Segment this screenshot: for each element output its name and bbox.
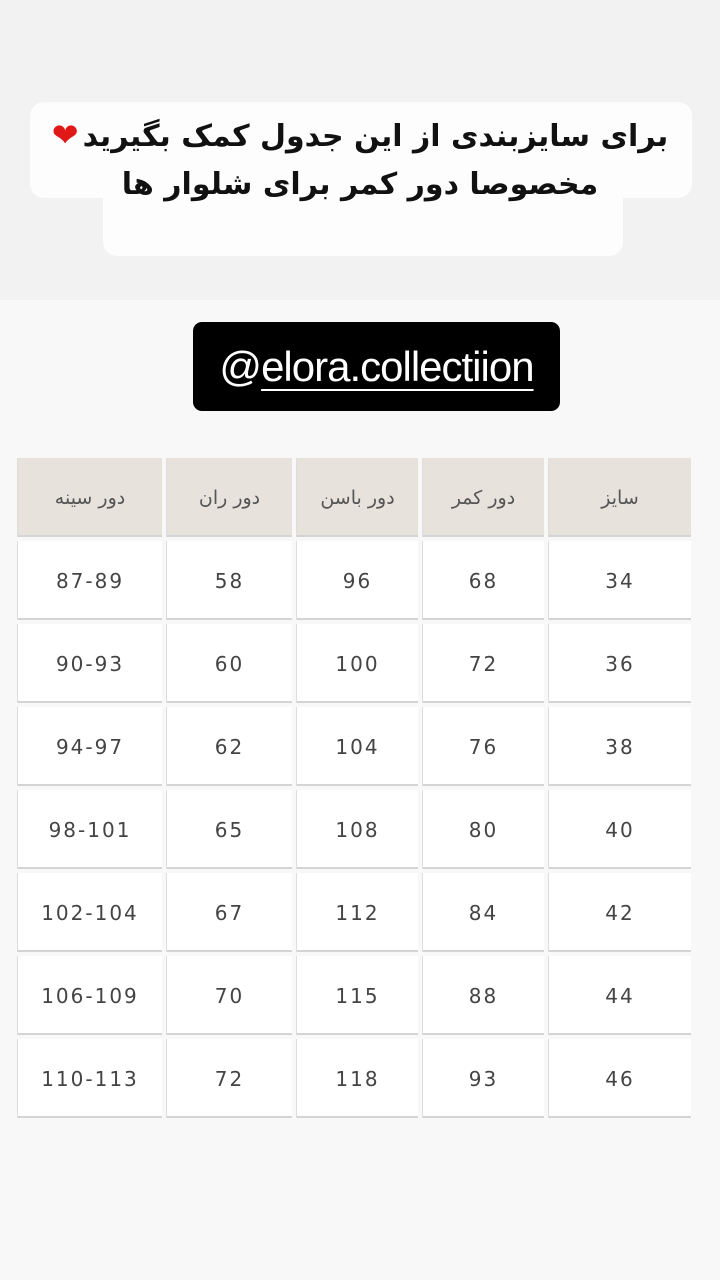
table-cell: 72 — [166, 1039, 292, 1118]
table-cell: 88 — [422, 956, 544, 1035]
table-cell: 106-109 — [17, 956, 162, 1035]
table-header-cell: دور کمر — [422, 458, 544, 537]
table-cell: 110-113 — [17, 1039, 162, 1118]
table-cell: 67 — [166, 873, 292, 952]
table-cell: 65 — [166, 790, 292, 869]
table-cell: 70 — [166, 956, 292, 1035]
table-cell: 58 — [166, 541, 292, 620]
caption-line-2: مخصوصا دور کمر برای شلوار ها — [121, 167, 599, 202]
caption: برای سایزبندی از این جدول کمک بگیرید❤ مخ… — [20, 116, 700, 203]
mention-handle[interactable]: elora.collectiion — [261, 342, 534, 390]
table-cell: 115 — [296, 956, 418, 1035]
table-header-cell: دور سینه — [17, 458, 162, 537]
table-cell: 44 — [548, 956, 691, 1035]
table-cell: 94-97 — [17, 707, 162, 786]
table-cell: 68 — [422, 541, 544, 620]
table-cell: 90-93 — [17, 624, 162, 703]
heart-icon: ❤ — [51, 116, 79, 154]
table-cell: 76 — [422, 707, 544, 786]
table-cell: 84 — [422, 873, 544, 952]
size-table: سایز دور کمر دور باسن دور ران دور سینه 34 68 96… — [17, 458, 691, 1118]
table-cell: 60 — [166, 624, 292, 703]
mention-at: @ — [219, 342, 262, 390]
table-header-cell: دور باسن — [296, 458, 418, 537]
table-cell: 104 — [296, 707, 418, 786]
table-cell: 40 — [548, 790, 691, 869]
table-cell: 87-89 — [17, 541, 162, 620]
mention-sticker[interactable]: @ elora.collectiion — [193, 322, 560, 411]
table-cell: 38 — [548, 707, 691, 786]
table-cell: 102-104 — [17, 873, 162, 952]
table-cell: 72 — [422, 624, 544, 703]
table-cell: 42 — [548, 873, 691, 952]
table-cell: 100 — [296, 624, 418, 703]
table-header-cell: دور ران — [166, 458, 292, 537]
table-cell: 93 — [422, 1039, 544, 1118]
table-cell: 46 — [548, 1039, 691, 1118]
table-cell: 80 — [422, 790, 544, 869]
caption-background — [103, 150, 623, 256]
table-cell: 36 — [548, 624, 691, 703]
table-cell: 108 — [296, 790, 418, 869]
caption-line-1: برای سایزبندی از این جدول کمک بگیرید❤ — [52, 116, 668, 155]
table-cell: 118 — [296, 1039, 418, 1118]
table-cell: 62 — [166, 707, 292, 786]
table-cell: 98-101 — [17, 790, 162, 869]
table-header-cell: سایز — [548, 458, 691, 537]
caption-text: برای سایزبندی از این جدول کمک بگیرید — [82, 119, 669, 154]
table-cell: 34 — [548, 541, 691, 620]
table-cell: 112 — [296, 873, 418, 952]
table-cell: 96 — [296, 541, 418, 620]
